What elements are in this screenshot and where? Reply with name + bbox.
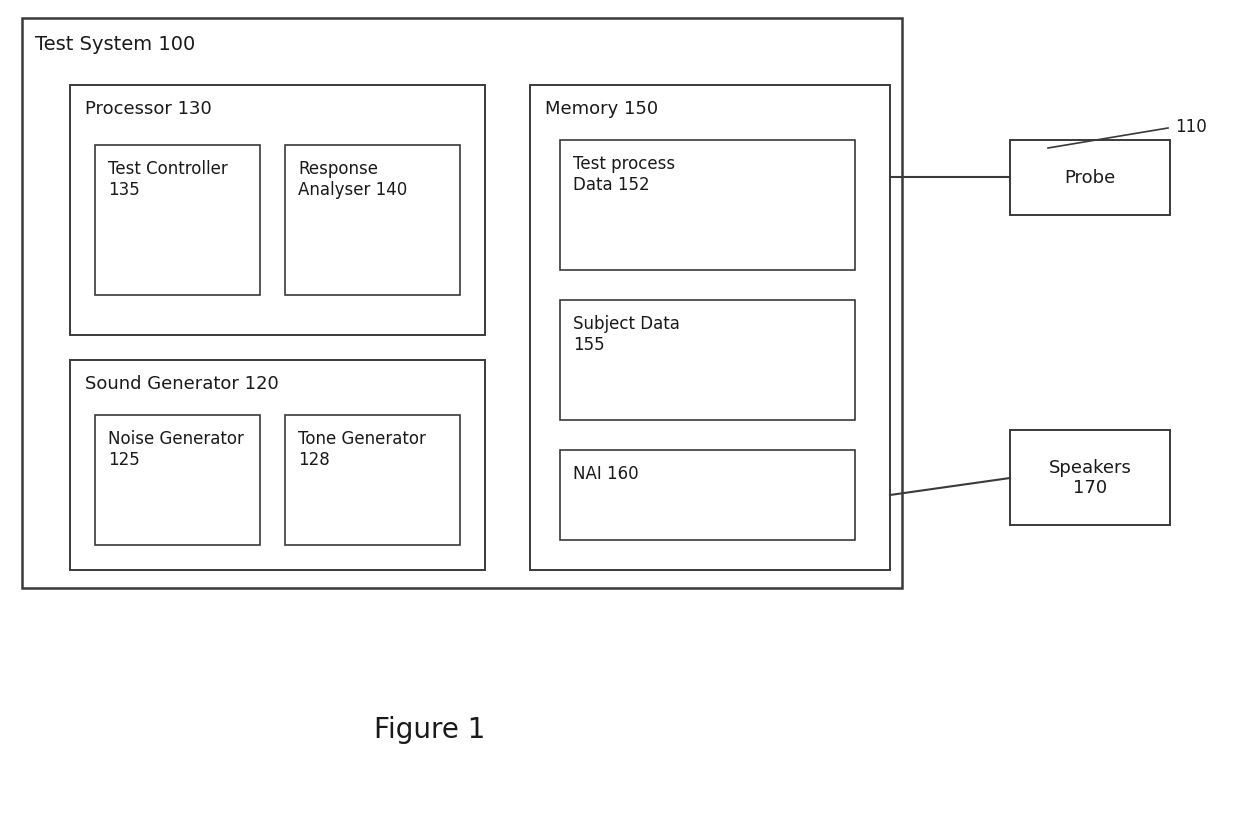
Text: Speakers
170: Speakers 170 bbox=[1049, 459, 1131, 498]
Text: Test System 100: Test System 100 bbox=[35, 35, 195, 54]
Text: Sound Generator 120: Sound Generator 120 bbox=[86, 375, 279, 393]
Text: Test Controller
135: Test Controller 135 bbox=[108, 160, 228, 199]
Bar bbox=[22, 18, 901, 588]
Text: Figure 1: Figure 1 bbox=[374, 716, 486, 744]
Bar bbox=[95, 145, 260, 295]
Text: Probe: Probe bbox=[1064, 169, 1116, 187]
Text: Tone Generator
128: Tone Generator 128 bbox=[298, 430, 425, 469]
Bar bbox=[1011, 140, 1171, 215]
Bar bbox=[95, 415, 260, 545]
Text: Noise Generator
125: Noise Generator 125 bbox=[108, 430, 244, 469]
Text: Memory 150: Memory 150 bbox=[546, 100, 658, 118]
Text: Processor 130: Processor 130 bbox=[86, 100, 212, 118]
Bar bbox=[529, 85, 890, 570]
Text: Subject Data
155: Subject Data 155 bbox=[573, 315, 680, 354]
Bar bbox=[69, 360, 485, 570]
Bar bbox=[285, 415, 460, 545]
Bar bbox=[560, 140, 856, 270]
Bar bbox=[1011, 430, 1171, 525]
Bar bbox=[560, 300, 856, 420]
Text: 110: 110 bbox=[1176, 118, 1207, 136]
Bar bbox=[285, 145, 460, 295]
Bar bbox=[69, 85, 485, 335]
Text: Response
Analyser 140: Response Analyser 140 bbox=[298, 160, 407, 199]
Text: NAI 160: NAI 160 bbox=[573, 465, 639, 483]
Text: Test process
Data 152: Test process Data 152 bbox=[573, 155, 675, 193]
Bar bbox=[560, 450, 856, 540]
